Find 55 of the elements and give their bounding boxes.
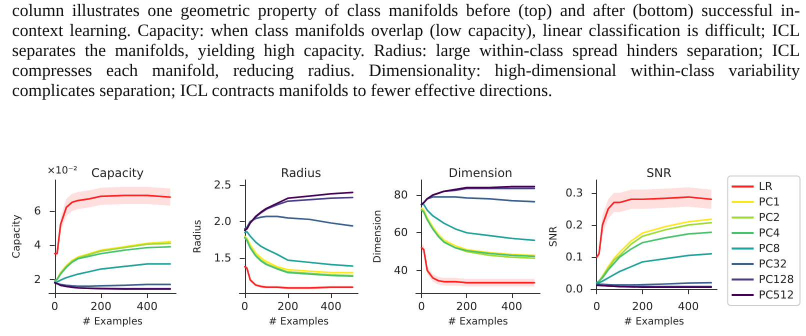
y-tick-label: 2.0 [214, 215, 232, 228]
y-tick-label: 60 [394, 226, 408, 240]
text: column illustrates one geometric property of class manifolds before (top) and after (bottom) successful in-context learning. Capacity: when class manifolds overlap (low capacity), linear classification is difficult; ICL separates the manifolds, yielding high capacity. Radius: large within-class spread hinders separation; ICL compresses each manifold, reducing radius. Dimensionality: high-dimensional within-class variability complicates separation; ICL contracts manifolds to fewer effective directions. [12, 0, 800, 100]
y-axis-title: SNR [548, 226, 560, 247]
x-tick-label: 0 [593, 300, 600, 313]
x-tick-label: 400 [678, 300, 699, 313]
x-axis-title: # Examples [624, 316, 684, 328]
y-tick-label: 0.0 [566, 282, 583, 296]
y-axis-title: Dimension [372, 210, 384, 264]
legend-label: PC8 [758, 242, 780, 255]
chart-title: SNR [646, 166, 672, 180]
x-tick-label: 400 [501, 300, 522, 313]
x-tick-label: 200 [90, 300, 112, 313]
y-tick-label: 4 [34, 238, 41, 252]
line-series [54, 194, 172, 254]
y-tick-label: 0.2 [566, 218, 583, 232]
x-tick-label: 200 [456, 300, 478, 313]
legend-label: PC4 [758, 226, 780, 240]
line-series [244, 216, 354, 230]
y-axis-title: Radius [192, 220, 204, 254]
x-axis-title: # Examples [268, 316, 329, 328]
line-series [54, 263, 172, 284]
y-tick-label: 80 [394, 188, 408, 202]
x-tick-label: 200 [277, 300, 298, 313]
legend-label: PC32 [758, 258, 788, 270]
y-axis-title: Capacity [12, 214, 22, 258]
x-tick-label: 0 [51, 300, 58, 313]
x-tick-label: 400 [136, 300, 158, 313]
chart-title: Radius [280, 166, 322, 180]
x-tick-label: 0 [418, 300, 426, 313]
y-tick-label: 2.5 [214, 178, 232, 192]
y-tick-label: 0.3 [566, 186, 583, 200]
y-tick-label: 6 [34, 204, 41, 218]
line-series [420, 204, 536, 242]
y-tick-label: 0.1 [566, 250, 583, 264]
line-series [596, 232, 712, 284]
line-series [596, 196, 712, 258]
chart-title: Dimension [448, 166, 512, 180]
y-tick-label: 2 [34, 272, 41, 286]
legend-label: PC512 [758, 288, 794, 302]
y-tick-label: 1.5 [214, 252, 232, 265]
chart-title: Capacity [91, 166, 144, 180]
legend-label: PC2 [758, 211, 780, 224]
x-axis-title: # Examples [82, 316, 143, 328]
x-axis-title: # Examples [448, 316, 508, 328]
x-tick-label: 200 [632, 300, 654, 313]
x-tick-label: 0 [241, 300, 248, 313]
legend-label: PC128 [758, 273, 794, 286]
legend-label: PC1 [758, 196, 780, 208]
text: ×10⁻² [47, 166, 78, 176]
x-tick-label: 400 [320, 300, 342, 313]
line-series [244, 230, 354, 267]
legend-label: LR [758, 180, 773, 193]
line-series [596, 253, 712, 284]
y-tick-label: 40 [394, 264, 408, 277]
